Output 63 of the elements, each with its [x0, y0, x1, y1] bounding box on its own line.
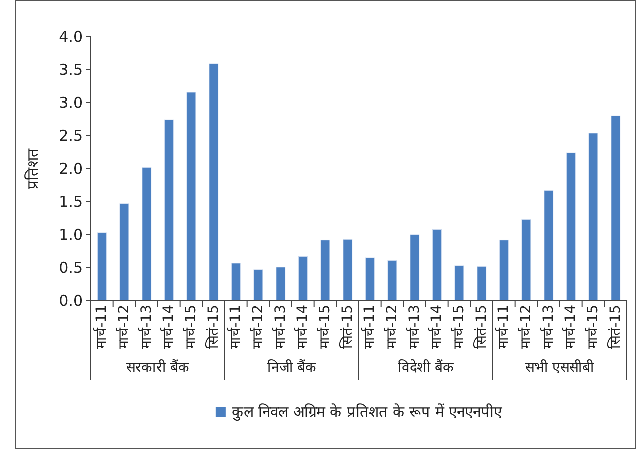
bar	[410, 234, 420, 302]
bar	[186, 92, 196, 302]
y-tick-label: 2.5	[59, 127, 83, 145]
bar	[477, 266, 487, 302]
x-tick-label: मार्च-11	[93, 305, 110, 349]
bar	[544, 190, 554, 302]
bar	[209, 64, 219, 302]
x-tick-label: मार्च-11	[361, 305, 378, 349]
bar	[499, 240, 509, 302]
x-tick-label: मार्च-15	[450, 305, 468, 349]
bar	[164, 120, 174, 302]
x-tick-label: मार्च-14	[160, 304, 178, 349]
x-tick-label: मार्च-15	[316, 305, 334, 349]
x-tick-label: मार्च-13	[138, 305, 155, 349]
x-tick-label: मार्च-11	[495, 305, 512, 349]
legend-label: कुल निवल अग्रिम के प्रतिशत के रूप में एनएनपीए	[232, 403, 504, 422]
y-tick-label: 3.0	[59, 94, 83, 112]
x-tick-label: मार्च-11	[227, 305, 244, 349]
x-tick-label: मार्च-14	[294, 304, 312, 349]
bar	[276, 267, 286, 302]
bar	[611, 116, 621, 302]
x-tick-label: सितं-15	[204, 305, 222, 349]
bar	[588, 133, 598, 302]
y-tick-label: 1.0	[59, 226, 83, 244]
x-tick-label: मार्च-13	[406, 305, 423, 349]
x-tick-label: मार्च-12	[116, 305, 132, 349]
x-tick-label: मार्च-14	[428, 304, 446, 349]
x-tick-label: मार्च-12	[384, 305, 400, 349]
x-tick-label: मार्च-12	[250, 305, 266, 349]
bar	[231, 263, 241, 302]
x-tick-label: मार्च-14	[562, 304, 580, 349]
x-tick-label: मार्च-13	[272, 305, 289, 349]
x-tick-label: मार्च-13	[540, 305, 557, 349]
bar	[522, 220, 532, 302]
text: निजी बैंक	[267, 359, 317, 376]
x-tick-label: मार्च-15	[584, 305, 602, 349]
x-tick-label: मार्च-12	[518, 305, 534, 349]
bar	[320, 240, 330, 302]
x-tick-label: सितं-15	[606, 305, 624, 349]
bar	[142, 167, 152, 302]
y-tick-label: 2.0	[59, 160, 83, 178]
bar	[365, 258, 375, 302]
bar	[454, 266, 464, 302]
x-tick-label: मार्च-15	[182, 305, 200, 349]
y-tick-label: 4.0	[59, 28, 83, 46]
text: सरकारी बैंक	[126, 359, 190, 376]
bar	[254, 270, 264, 302]
bar	[432, 229, 442, 302]
bar	[388, 260, 398, 302]
text: विदेशी बैंक	[398, 359, 454, 376]
x-tick-label: सितं-15	[338, 305, 356, 349]
bar	[97, 232, 107, 302]
y-tick-label: 3.5	[59, 61, 83, 79]
y-tick-label: 0.5	[59, 259, 83, 277]
y-tick-label: 1.5	[59, 193, 83, 211]
x-tick-label: सितं-15	[472, 305, 490, 349]
y-tick-label: 0.0	[59, 292, 83, 310]
bar	[298, 256, 308, 302]
bar	[120, 204, 130, 302]
text: सभी एससीबी	[525, 359, 595, 376]
bar	[566, 152, 576, 302]
y-axis-title: प्रतिशत	[24, 148, 42, 190]
bar	[343, 239, 353, 302]
